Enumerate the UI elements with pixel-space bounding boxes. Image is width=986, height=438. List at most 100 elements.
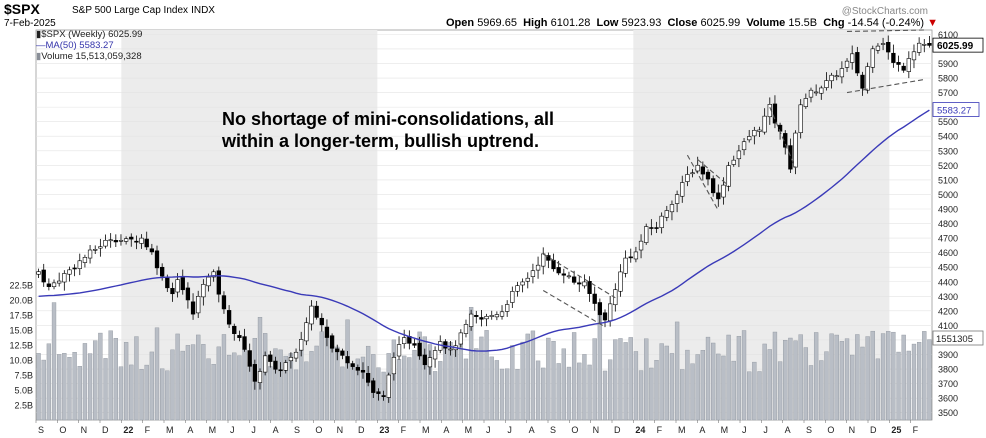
price-tick-label: 5400 <box>938 132 958 142</box>
volume-bar <box>77 366 82 421</box>
year-tick-label: 24 <box>635 425 645 435</box>
volume-bar <box>242 349 247 421</box>
volume-bar <box>896 351 901 421</box>
legend-price-text: $SPX (Weekly) 6025.99 <box>41 29 143 40</box>
volume-bar <box>237 355 242 421</box>
low-label: Low <box>596 17 619 29</box>
candle-body <box>412 343 417 346</box>
ma-value-text: 5583.27 <box>937 106 971 117</box>
volume-bar <box>87 353 93 421</box>
consolidation-trendline <box>542 253 616 299</box>
volume-bar <box>180 350 185 421</box>
month-tick-label: M <box>422 425 430 435</box>
month-tick-label: A <box>443 425 449 435</box>
stockcharts-credit: @StockCharts.com <box>841 6 928 17</box>
candle-body <box>850 53 855 63</box>
ticker-symbol: $SPX <box>4 1 40 17</box>
volume-bar <box>160 368 165 421</box>
candle-body <box>602 312 608 321</box>
candle-body <box>396 344 402 357</box>
chart-legend: ▮$SPX (Weekly) 6025.99 —MA(50) 5583.27 ▮… <box>36 29 142 62</box>
volume-bar <box>726 334 731 421</box>
close-label: Close <box>667 17 698 29</box>
candle-body <box>144 238 149 248</box>
candle-body <box>896 62 901 65</box>
candle-body <box>41 269 46 283</box>
candle-body <box>855 52 860 74</box>
price-tick-label: 3800 <box>938 365 958 375</box>
candle-body <box>710 178 716 194</box>
price-tick-label: 4800 <box>938 219 958 229</box>
candle-body <box>592 293 597 304</box>
candle-body <box>499 311 505 317</box>
volume-bar <box>463 358 469 421</box>
candle-body <box>875 45 881 51</box>
line-icon: — <box>36 40 46 51</box>
volume-bar <box>757 371 762 421</box>
candle-body <box>623 257 628 274</box>
candle-body <box>628 256 633 259</box>
volume-bar <box>458 343 463 421</box>
legend-ma-text: MA(50) 5583.27 <box>45 40 114 51</box>
price-tick-label: 4900 <box>938 204 958 214</box>
candle-body <box>525 277 530 282</box>
candle-body <box>93 248 98 251</box>
volume-bar <box>690 363 695 421</box>
volume-bar <box>911 343 917 421</box>
month-tick-label: F <box>913 425 919 435</box>
volume-bar <box>103 358 108 421</box>
volume-bar <box>67 357 72 421</box>
candle-body <box>726 165 731 187</box>
candle-body <box>376 391 381 394</box>
ma50-line <box>38 109 930 352</box>
candle-body <box>443 341 448 349</box>
volume-bar <box>510 345 515 421</box>
candle-body <box>329 335 335 349</box>
candle-body <box>582 281 587 287</box>
candle-body <box>190 301 196 315</box>
volume-tick-label: 20.0B <box>9 296 33 306</box>
volume-bar <box>649 367 654 421</box>
volume-bar <box>273 348 278 421</box>
volume-bar <box>417 331 422 421</box>
candle-body <box>654 227 659 229</box>
candle-body <box>417 342 422 357</box>
candle-body <box>36 271 41 275</box>
volume-bar <box>741 330 747 421</box>
volume-bar <box>783 340 788 421</box>
month-tick-label: D <box>614 425 621 435</box>
volume-bar <box>144 364 149 421</box>
month-tick-label: J <box>251 425 256 435</box>
month-tick-label: S <box>806 425 812 435</box>
volume-bar <box>324 336 330 421</box>
chart-date: 7-Feb-2025 <box>4 18 56 29</box>
price-tick-label: 3900 <box>938 350 958 360</box>
volume-bar <box>360 356 366 421</box>
candle-body <box>479 317 484 320</box>
candle-body <box>232 325 237 334</box>
month-tick-label: O <box>315 425 322 435</box>
security-name: S&P 500 Large Cap Index INDX <box>72 4 215 16</box>
volume-bar <box>535 360 541 421</box>
volume-value-text: 1551305 <box>936 334 973 345</box>
volume-bar <box>798 334 803 421</box>
volume-bar <box>309 351 314 421</box>
volume-bar <box>474 348 479 421</box>
candle-body <box>824 80 829 88</box>
volume-bar <box>453 347 458 421</box>
candle-body <box>803 98 808 107</box>
volume-bar <box>772 331 778 421</box>
volume-bar <box>407 357 412 421</box>
candle-body <box>474 315 479 317</box>
volume-bar <box>721 355 726 421</box>
month-tick-label: M <box>465 425 473 435</box>
annotation-line-2: within a longer-term, bullish uptrend. <box>222 131 540 151</box>
volume-bar <box>561 348 566 421</box>
volume-bar <box>427 344 433 421</box>
candle-body <box>819 87 824 94</box>
candle-body <box>587 280 592 294</box>
chart-annotation: No shortage of mini-consolidations, all … <box>222 108 642 152</box>
candle-body <box>458 332 463 345</box>
volume-bar <box>680 369 685 421</box>
volume-bar <box>829 333 834 421</box>
